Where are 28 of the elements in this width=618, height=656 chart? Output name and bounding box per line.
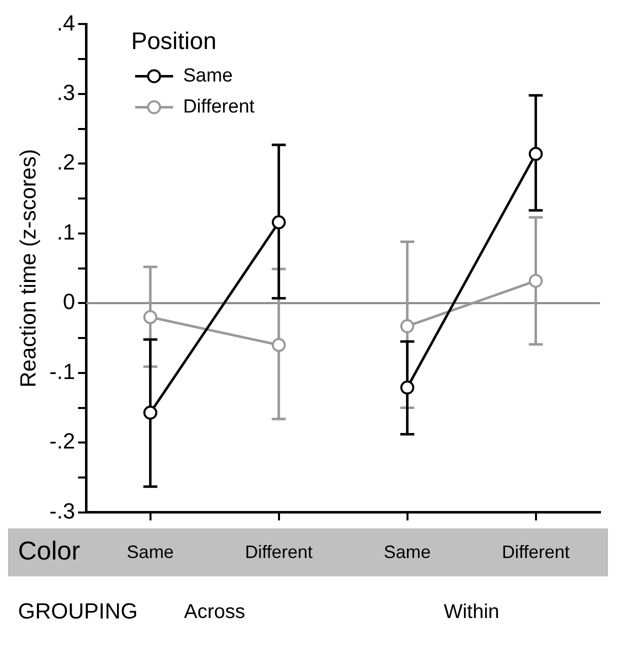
x-tick-label: Different [244, 542, 313, 562]
point [400, 380, 414, 395]
text: Within [444, 600, 500, 623]
point [272, 215, 286, 230]
point [143, 406, 158, 420]
point [528, 274, 543, 288]
legend-title: Position [131, 28, 216, 55]
y-tick-label: -.3 [49, 498, 76, 524]
x-tick-label: Same [384, 542, 431, 562]
legend-label: Different [183, 96, 256, 118]
text: Color [18, 536, 80, 566]
y-tick-label: .1 [56, 219, 76, 244]
y-tick-label: .3 [56, 80, 76, 106]
x-tick-label: Same [126, 542, 174, 562]
y-tick-label: 0 [62, 289, 76, 314]
y-tick-label: .2 [56, 150, 76, 175]
x-tick-label: Different [502, 542, 570, 562]
point [528, 146, 543, 161]
y-tick-label: .4 [56, 10, 76, 36]
text: GROUPING [18, 598, 138, 624]
legend-label: Same [183, 65, 233, 86]
y-axis-title: Reaction time (z-scores) [15, 149, 40, 388]
point [272, 338, 286, 352]
point [143, 310, 158, 324]
y-tick-label: -.1 [49, 358, 76, 384]
point [400, 319, 414, 334]
text: Across [184, 600, 246, 623]
y-tick-label: -.2 [49, 428, 76, 454]
